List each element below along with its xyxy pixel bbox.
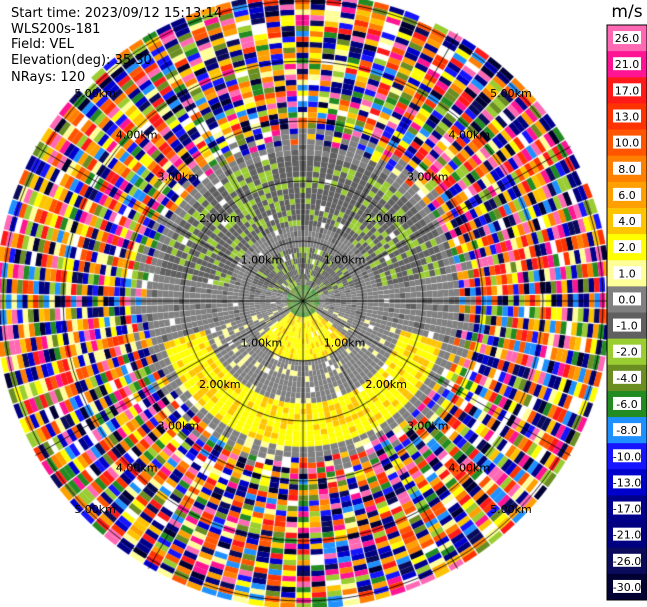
colorbar-tick-label: 26.0 (615, 32, 640, 45)
colorbar-label-bg (613, 161, 641, 175)
colorbar-tick-label: 13.0 (615, 110, 640, 123)
colorbar-label-bg (613, 553, 641, 567)
range-ring-label: 2.00km (199, 378, 241, 391)
range-ring-label: 2.00km (365, 212, 407, 225)
range-ring-label: 1.00km (324, 253, 366, 266)
info-label: NRays: (11, 70, 61, 85)
range-ring-label: 4.00km (449, 461, 491, 474)
colorbar-label-bg (613, 31, 641, 45)
colorbar-tick-label: 2.0 (618, 241, 636, 254)
info-label: Field: (11, 37, 50, 52)
colorbar-tick-label: -21.0 (613, 529, 641, 542)
range-ring-label: 4.00km (116, 461, 158, 474)
info-line: Field: VEL (11, 37, 74, 52)
colorbar-tick-label: -26.0 (613, 555, 641, 568)
range-ring-label: 3.00km (157, 420, 199, 433)
range-ring-label: 5.00km (74, 87, 116, 100)
info-line: WLS200s-181 (11, 22, 100, 37)
info-value: VEL (49, 37, 74, 52)
colorbar-tick-label: -1.0 (616, 320, 637, 333)
colorbar-label-bg (613, 318, 641, 332)
colorbar-tick-label: -8.0 (616, 424, 637, 437)
colorbar-label-bg (613, 370, 641, 384)
info-line: NRays: 120 (11, 70, 85, 85)
colorbar-label-bg (613, 266, 641, 280)
colorbar-label-bg (613, 109, 641, 123)
colorbar-tick-label: -4.0 (616, 372, 637, 385)
colorbar-tick-label: -6.0 (616, 398, 637, 411)
info-value: 120 (60, 70, 86, 85)
info-label: Start time: (11, 6, 85, 21)
colorbar-label-bg (613, 135, 641, 149)
colorbar-tick-label: 21.0 (615, 58, 640, 71)
colorbar-tick-label: 10.0 (615, 137, 640, 150)
range-ring-label: 4.00km (449, 129, 491, 142)
range-ring-label: 4.00km (116, 129, 158, 142)
colorbar-label-bg (613, 449, 641, 463)
colorbar-label-bg (613, 240, 641, 254)
colorbar-label-bg (613, 344, 641, 358)
colorbar-label-bg (613, 423, 641, 437)
colorbar-label-bg (613, 292, 641, 306)
colorbar-tick-label: -30.0 (613, 581, 641, 594)
range-ring-label: 2.00km (199, 212, 241, 225)
colorbar-label-bg (613, 579, 641, 593)
colorbar-label-bg (613, 475, 641, 489)
range-ring-label: 3.00km (157, 170, 199, 183)
info-label: Elevation(deg): (11, 53, 115, 68)
colorbar-unit-label: m/s (611, 2, 642, 22)
range-ring-label: 1.00km (324, 337, 366, 350)
colorbar-tick-label: 8.0 (618, 163, 636, 176)
range-ring-label: 3.00km (407, 170, 449, 183)
colorbar-frame (606, 24, 647, 601)
info-line: Elevation(deg): 35.30 (11, 53, 152, 68)
colorbar-tick-label: -17.0 (613, 503, 641, 516)
colorbar-label-bg (613, 57, 641, 71)
colorbar-label-bg (613, 214, 641, 228)
colorbar-label-bg (613, 396, 641, 410)
range-ring-label: 1.00km (241, 337, 283, 350)
colorbar-tick-label: -10.0 (613, 450, 641, 463)
colorbar-tick-label: 6.0 (618, 189, 636, 202)
colorbar-label-bg (613, 83, 641, 97)
colorbar-label-bg (613, 527, 641, 541)
colorbar-tick-label: 4.0 (618, 215, 636, 228)
range-ring-label: 5.00km (74, 503, 116, 516)
info-line: Start time: 2023/09/12 15:13:14 (11, 6, 222, 21)
range-ring-label: 3.00km (407, 420, 449, 433)
range-ring-label: 5.00km (490, 503, 532, 516)
colorbar-label-bg (613, 187, 641, 201)
range-ring-label: 1.00km (241, 253, 283, 266)
range-ring-label: 5.00km (490, 87, 532, 100)
info-value: 2023/09/12 15:13:14 (84, 6, 223, 21)
colorbar-tick-label: -13.0 (613, 476, 641, 489)
colorbar-tick-label: 17.0 (615, 84, 640, 97)
info-value: 35.30 (114, 53, 152, 68)
colorbar-label-bg (613, 501, 641, 515)
range-ring-label: 2.00km (365, 378, 407, 391)
colorbar-tick-label: -2.0 (616, 346, 637, 359)
colorbar-tick-label: 1.0 (618, 267, 636, 280)
info-value: WLS200s-181 (11, 22, 101, 37)
colorbar-tick-label: 0.0 (618, 293, 636, 306)
